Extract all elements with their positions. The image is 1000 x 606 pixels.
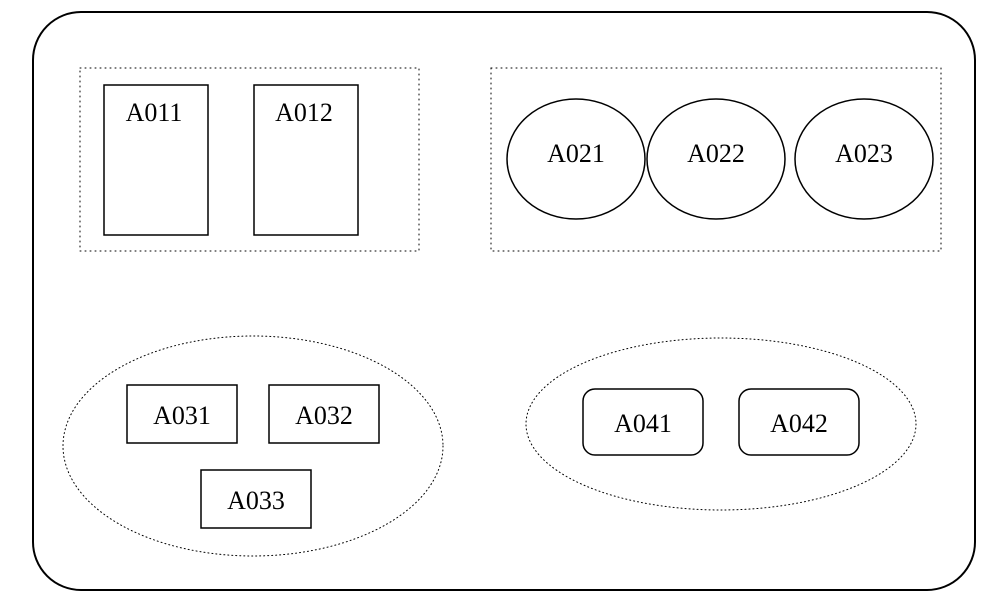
node-a023-label: A023 — [835, 139, 893, 168]
diagram-svg: A011 A012 A021 A022 A023 A031 A032 A033 A041 A042 — [0, 0, 1000, 606]
node-a033-label: A033 — [227, 486, 285, 515]
group-g3-container — [63, 336, 443, 556]
node-a041-label: A041 — [614, 409, 672, 438]
node-a012-label: A012 — [275, 98, 333, 127]
node-a032-label: A032 — [295, 401, 353, 430]
group-g1-container — [80, 68, 419, 251]
node-a011-label: A011 — [126, 98, 183, 127]
diagram-stage: A011 A012 A021 A022 A023 A031 A032 A033 A041 A042 — [0, 0, 1000, 606]
node-a022-label: A022 — [687, 139, 745, 168]
group-g4-container — [526, 338, 916, 510]
node-a021-label: A021 — [547, 139, 605, 168]
node-a042-label: A042 — [770, 409, 828, 438]
node-a031-label: A031 — [153, 401, 211, 430]
